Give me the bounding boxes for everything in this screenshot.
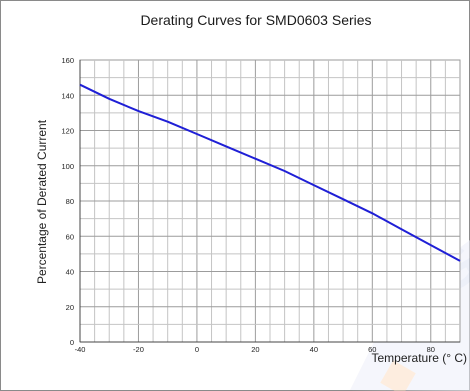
series-layer xyxy=(79,83,461,262)
x-tick-label: 20 xyxy=(251,345,259,354)
y-axis-ticks: 0 20 40 60 80 100 120 140 160 xyxy=(61,56,74,347)
y-tick-label: 20 xyxy=(66,303,74,312)
x-tick-label: 0 xyxy=(195,345,199,354)
x-tick-label: 80 xyxy=(427,345,435,354)
chart-title: Derating Curves for SMD0603 Series xyxy=(140,12,371,28)
y-tick-label: 100 xyxy=(61,162,74,171)
y-tick-label: 80 xyxy=(66,197,74,206)
series-line xyxy=(79,83,461,262)
y-tick-label: 60 xyxy=(66,232,74,241)
y-axis-label: Percentage of Derated Current xyxy=(35,119,49,284)
x-axis-label: Temperature (° C) xyxy=(372,351,468,365)
y-tick-label: 140 xyxy=(61,91,74,100)
grid xyxy=(79,59,461,343)
y-tick-label: 120 xyxy=(61,127,74,136)
x-tick-label: 60 xyxy=(368,345,376,354)
x-tick-label: -20 xyxy=(133,345,144,354)
y-tick-label: 160 xyxy=(61,56,74,65)
x-tick-label: 40 xyxy=(310,345,318,354)
x-tick-label: -40 xyxy=(75,345,86,354)
y-tick-label: 40 xyxy=(66,268,74,277)
x-axis-ticks: -40 -20 0 20 40 60 80 xyxy=(75,345,435,354)
y-tick-label: 0 xyxy=(70,338,74,347)
